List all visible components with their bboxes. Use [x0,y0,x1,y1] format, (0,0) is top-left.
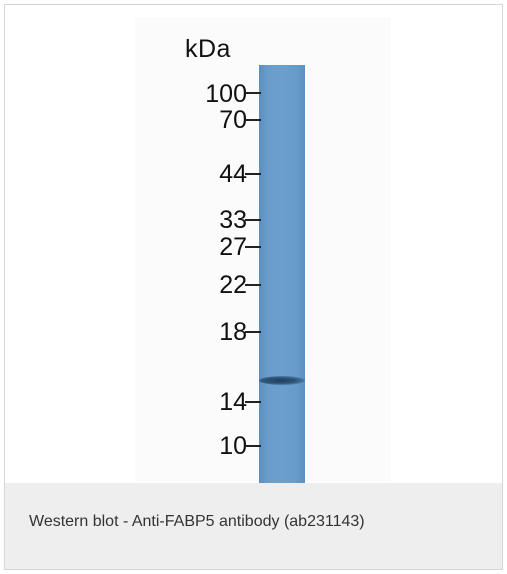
marker-tick-33 [245,219,261,221]
protein-band [259,376,305,385]
marker-label-100: 100 [205,80,247,108]
marker-label-18: 18 [219,318,247,346]
blot-lane [259,65,305,483]
marker-label-14: 14 [219,388,247,416]
unit-label: kDa [185,35,231,63]
marker-label-33: 33 [219,206,247,234]
marker-label-44: 44 [219,160,247,188]
marker-tick-18 [245,331,261,333]
marker-tick-100 [245,92,261,94]
marker-label-22: 22 [219,271,247,299]
marker-label-27: 27 [219,233,247,261]
marker-tick-70 [245,119,261,121]
western-blot-figure[interactable]: kDa 100 70 44 33 27 22 18 14 10 [5,5,502,483]
figure-caption: Western blot - Anti-FABP5 antibody (ab23… [29,513,365,530]
marker-tick-10 [245,445,261,447]
marker-tick-22 [245,284,261,286]
marker-label-70: 70 [219,106,247,134]
marker-label-10: 10 [219,432,247,460]
caption-bar: Western blot - Anti-FABP5 antibody (ab23… [5,483,502,569]
figure-card: kDa 100 70 44 33 27 22 18 14 10 Western … [4,4,503,570]
marker-tick-27 [245,246,261,248]
marker-tick-14 [245,401,261,403]
marker-tick-44 [245,173,261,175]
